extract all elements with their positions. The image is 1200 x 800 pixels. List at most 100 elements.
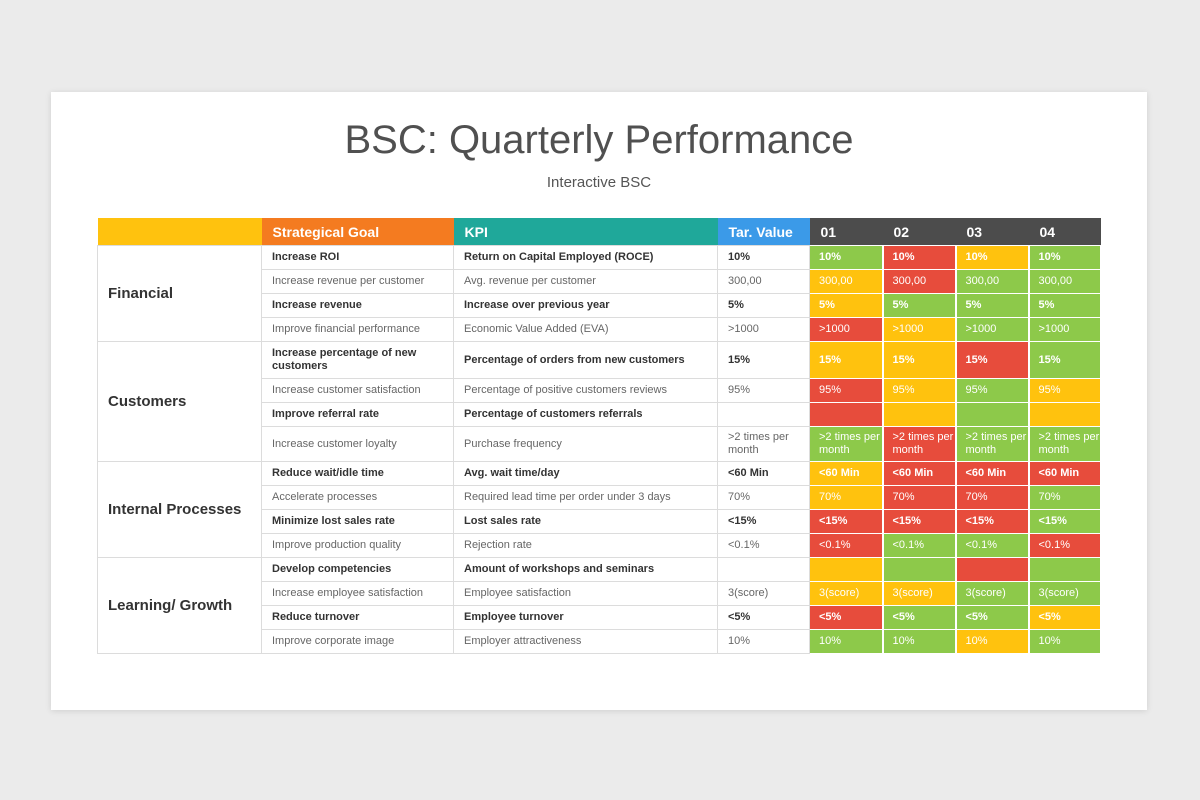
kpi-cell: Employer attractiveness — [453, 629, 718, 654]
quarter-status-cell: <5% — [955, 605, 1030, 630]
strategical-goal-cell: Increase customer loyalty — [261, 426, 454, 462]
strategical-goal-cell: Increase percentage of new customers — [261, 341, 454, 379]
quarter-status-cell — [955, 557, 1030, 582]
table-row: Increase revenue per customer Avg. revenu… — [98, 269, 1102, 294]
quarter-status-cell: 300,00 — [1028, 269, 1102, 294]
target-value-cell: <0.1% — [717, 533, 810, 558]
table-row: Improve corporate image Employer attracti… — [98, 629, 1102, 654]
quarter-status-cell: 5% — [1028, 293, 1102, 318]
quarter-status-cell — [882, 402, 957, 427]
quarter-status-cell: >1000 — [955, 317, 1030, 342]
kpi-cell: Amount of workshops and seminars — [453, 557, 718, 582]
strategical-goal-cell: Increase ROI — [261, 245, 454, 270]
quarter-status-cell: <60 Min — [1028, 461, 1102, 486]
strategical-goal-cell: Improve corporate image — [261, 629, 454, 654]
quarter-status-cell: 10% — [809, 629, 884, 654]
strategical-goal-cell: Accelerate processes — [261, 485, 454, 510]
strategical-goal-cell: Improve production quality — [261, 533, 454, 558]
kpi-cell: Percentage of orders from new customers — [453, 341, 718, 379]
target-value-cell: <5% — [717, 605, 810, 630]
quarter-status-cell: 70% — [882, 485, 957, 510]
strategical-goal-cell: Improve financial performance — [261, 317, 454, 342]
strategical-goal-cell: Reduce turnover — [261, 605, 454, 630]
header-quarter-03: 03 — [955, 218, 1029, 246]
table-row: Improve production quality Rejection rate… — [98, 533, 1102, 558]
table-row: Reduce turnover Employee turnover <5% <5% <5… — [98, 605, 1102, 630]
table-row: Increase customer satisfaction Percentage… — [98, 378, 1102, 403]
quarter-status-cell: >1000 — [1028, 317, 1102, 342]
target-value-cell: 5% — [717, 293, 810, 318]
quarter-status-cell: 15% — [882, 341, 957, 379]
strategical-goal-cell: Improve referral rate — [261, 402, 454, 427]
slide-subtitle: Interactive BSC — [546, 174, 652, 191]
header-strategical-goal: Strategical Goal — [261, 218, 454, 246]
kpi-cell: Percentage of customers referrals — [453, 402, 718, 427]
quarter-status-cell: <15% — [882, 509, 957, 534]
target-value-cell: >2 times per month — [717, 426, 810, 462]
quarter-status-cell — [955, 402, 1030, 427]
target-value-cell: 10% — [717, 245, 810, 270]
quarter-status-cell: <5% — [1028, 605, 1102, 630]
table-row: Increase employee satisfaction Employee s… — [98, 581, 1102, 606]
header-quarter-04: 04 — [1028, 218, 1101, 246]
quarter-status-cell: 70% — [1028, 485, 1102, 510]
kpi-cell: Percentage of positive customers reviews — [453, 378, 718, 403]
table-row: Improve financial performance Economic Va… — [98, 317, 1102, 342]
quarter-status-cell: 300,00 — [955, 269, 1030, 294]
kpi-cell: Avg. revenue per customer — [453, 269, 718, 294]
quarter-status-cell: 5% — [955, 293, 1030, 318]
kpi-cell: Employee turnover — [453, 605, 718, 630]
quarter-status-cell — [882, 557, 957, 582]
kpi-cell: Avg. wait time/day — [453, 461, 718, 486]
quarter-status-cell: <15% — [1028, 509, 1102, 534]
category-label: Learning/ Growth — [97, 557, 262, 654]
strategical-goal-cell: Increase employee satisfaction — [261, 581, 454, 606]
quarter-status-cell: 300,00 — [809, 269, 884, 294]
quarter-status-cell: <0.1% — [1028, 533, 1102, 558]
kpi-cell: Purchase frequency — [453, 426, 718, 462]
target-value-cell: 15% — [717, 341, 810, 379]
table-row: Learning/ Growth Develop competencies Amou… — [97, 557, 1102, 654]
category-label: Internal Processes — [97, 461, 262, 558]
quarter-status-cell: 95% — [809, 378, 884, 403]
strategical-goal-cell: Reduce wait/idle time — [261, 461, 454, 486]
strategical-goal-cell: Increase revenue — [261, 293, 454, 318]
quarter-status-cell: 15% — [809, 341, 884, 379]
kpi-cell: Required lead time per order under 3 day… — [453, 485, 718, 510]
strategical-goal-cell: Develop competencies — [261, 557, 454, 582]
quarter-status-cell: 95% — [1028, 378, 1102, 403]
quarter-status-cell — [1028, 402, 1102, 427]
quarter-status-cell: 5% — [809, 293, 884, 318]
quarter-status-cell: >2 times per month — [809, 426, 884, 462]
quarter-status-cell: 10% — [809, 245, 884, 270]
target-value-cell: 10% — [717, 629, 810, 654]
table-row: Financial Increase ROI Return on Capital E… — [97, 245, 1102, 342]
quarter-status-cell: 70% — [955, 485, 1030, 510]
quarter-status-cell: <0.1% — [809, 533, 884, 558]
target-value-cell — [717, 402, 810, 427]
target-value-cell: <15% — [717, 509, 810, 534]
kpi-cell: Return on Capital Employed (ROCE) — [453, 245, 718, 270]
quarter-status-cell: 15% — [955, 341, 1030, 379]
table-row: Minimize lost sales rate Lost sales rate <… — [98, 509, 1102, 534]
target-value-cell: 95% — [717, 378, 810, 403]
quarter-status-cell — [809, 557, 884, 582]
quarter-status-cell: <60 Min — [955, 461, 1030, 486]
kpi-cell: Lost sales rate — [453, 509, 718, 534]
quarter-status-cell: 3(score) — [809, 581, 884, 606]
quarter-status-cell: <15% — [955, 509, 1030, 534]
quarter-status-cell: <5% — [809, 605, 884, 630]
quarter-status-cell: >1000 — [809, 317, 884, 342]
header-category — [97, 218, 262, 246]
slide-title: BSC: Quarterly Performance — [344, 118, 854, 162]
quarter-status-cell: 95% — [882, 378, 957, 403]
kpi-cell: Employee satisfaction — [453, 581, 718, 606]
table-row: Internal Processes Reduce wait/idle time A… — [97, 461, 1102, 558]
quarter-status-cell: >1000 — [882, 317, 957, 342]
target-value-cell: 3(score) — [717, 581, 810, 606]
quarter-status-cell: 10% — [955, 629, 1030, 654]
header-row: Strategical Goal KPI Tar. Value 01 02 03… — [97, 218, 1101, 246]
quarter-status-cell: 10% — [882, 629, 957, 654]
target-value-cell: >1000 — [717, 317, 810, 342]
quarter-status-cell: 10% — [1028, 245, 1102, 270]
